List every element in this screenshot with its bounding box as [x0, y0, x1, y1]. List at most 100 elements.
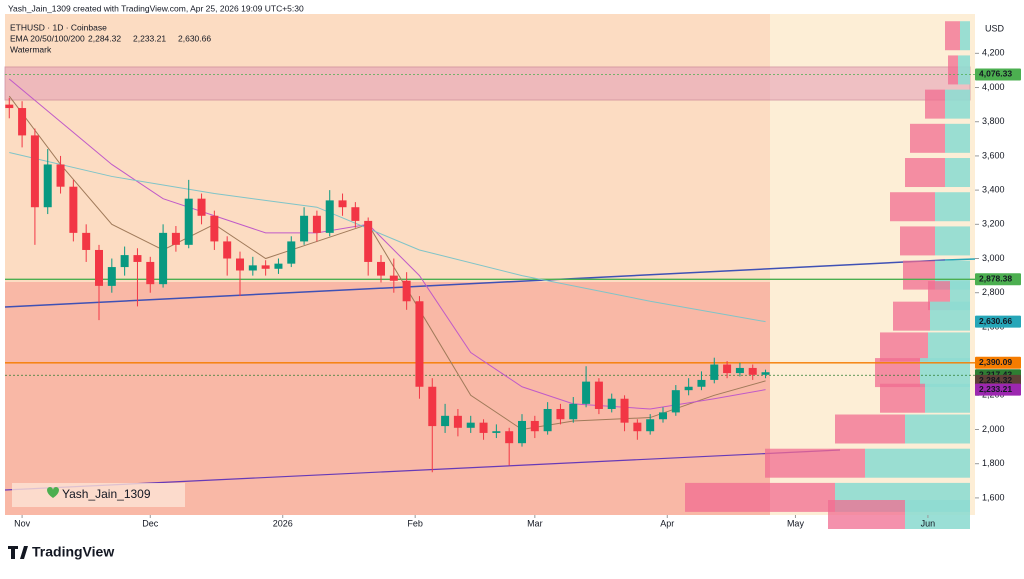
- candle-body: [107, 267, 116, 286]
- volume-up: [945, 158, 970, 188]
- candle-body: [223, 241, 232, 259]
- candle-body: [659, 412, 667, 420]
- volume-down: [910, 123, 945, 153]
- indicator-value: 2,233.21: [133, 33, 166, 43]
- candle-body: [30, 135, 39, 208]
- price-tag-label: 4,076.33: [979, 69, 1012, 79]
- volume-down: [945, 21, 960, 51]
- x-tick-label: Nov: [14, 518, 31, 528]
- volume-down: [890, 192, 935, 222]
- price-tag-label: 2,390.09: [979, 357, 1012, 367]
- x-tick-label: 2026: [273, 518, 293, 528]
- volume-down: [880, 383, 925, 413]
- volume-up: [958, 55, 970, 85]
- y-tick-label: 2,800: [982, 287, 1005, 297]
- candle-body: [69, 186, 78, 233]
- price-tag: [975, 315, 1021, 328]
- candle-body: [5, 104, 14, 109]
- candle-body: [184, 198, 193, 245]
- x-tick-label: May: [787, 518, 805, 528]
- volume-up: [935, 226, 970, 256]
- volume-down: [685, 482, 835, 512]
- volume-down: [828, 500, 905, 529]
- heart-icon: [47, 487, 59, 498]
- y-tick-label: 4,200: [982, 48, 1005, 58]
- trendline: [944, 258, 976, 261]
- candle-body: [620, 398, 629, 423]
- price-tag: [975, 273, 1021, 286]
- candle-body: [56, 164, 65, 187]
- candle-body: [569, 403, 578, 420]
- volume-up: [935, 192, 970, 222]
- candle-body: [351, 207, 360, 221]
- candle-body: [582, 381, 591, 404]
- candle-body: [735, 367, 744, 374]
- y-tick-label: 4,000: [982, 82, 1005, 92]
- candle-body: [428, 386, 437, 427]
- y-tick-label: 3,000: [982, 253, 1005, 263]
- trendline: [4, 259, 946, 308]
- volume-down: [835, 414, 905, 444]
- candle-body: [402, 280, 411, 302]
- volume-down: [765, 448, 865, 478]
- price-axis: [975, 14, 1024, 515]
- indicator: EMA 20/50/100/200: [10, 33, 85, 43]
- credit: Yash_Jain_1309 created with TradingView.…: [8, 3, 304, 13]
- volume-up: [865, 448, 970, 478]
- volume-up: [905, 414, 970, 444]
- volume-down: [925, 89, 945, 119]
- volume-up: [905, 500, 970, 529]
- y-tick-label: 1,800: [982, 458, 1005, 468]
- price-tag-label: 2,284.32: [979, 375, 1012, 385]
- candle-body: [210, 215, 219, 242]
- candle-body: [594, 381, 603, 409]
- brand-logo: [8, 546, 28, 559]
- candle-body: [530, 420, 539, 432]
- candle-body: [723, 364, 732, 374]
- candle-body: [133, 255, 142, 262]
- candle-body: [159, 232, 168, 285]
- zone: [5, 282, 770, 515]
- candle-body: [607, 398, 616, 409]
- candle-body: [466, 422, 475, 428]
- candle-body: [377, 261, 385, 276]
- candle-body: [646, 419, 655, 432]
- y-tick-label: 3,800: [982, 116, 1005, 126]
- volume-up: [945, 89, 970, 119]
- candle-body: [95, 249, 103, 286]
- volume-down: [880, 332, 928, 362]
- volume-down: [900, 226, 935, 256]
- x-tick-label: Mar: [527, 518, 543, 528]
- candle-body: [287, 241, 296, 264]
- candle-body: [441, 415, 450, 427]
- candle-body: [389, 275, 398, 281]
- symbol: ETHUSD · 1D · Coinbase: [10, 22, 107, 32]
- candle-body: [543, 408, 552, 432]
- candle-body: [274, 263, 283, 269]
- volume-up: [945, 123, 970, 153]
- currency: USD: [985, 23, 1005, 33]
- candle-body: [18, 108, 27, 136]
- y-tick-label: 3,600: [982, 150, 1005, 160]
- candle-body: [120, 255, 129, 268]
- price-tag: [975, 68, 1021, 81]
- watermark-box: [12, 483, 185, 507]
- candle-body: [338, 200, 347, 208]
- volume-down: [948, 55, 958, 85]
- candle-body: [671, 390, 680, 413]
- candle-body: [479, 422, 488, 433]
- candle-body: [248, 265, 257, 271]
- indicator-value: 2,630.66: [178, 33, 211, 43]
- candle-body: [710, 364, 719, 380]
- candle-body: [146, 261, 155, 285]
- volume-down: [905, 158, 945, 188]
- brand: TradingView: [32, 544, 114, 560]
- volume-up: [960, 21, 970, 51]
- candle-body: [492, 431, 501, 433]
- x-tick-label: Apr: [660, 518, 674, 528]
- y-tick-label: 1,600: [982, 492, 1005, 502]
- candle-body: [697, 379, 706, 387]
- price-tag-label: 2,630.66: [979, 316, 1012, 326]
